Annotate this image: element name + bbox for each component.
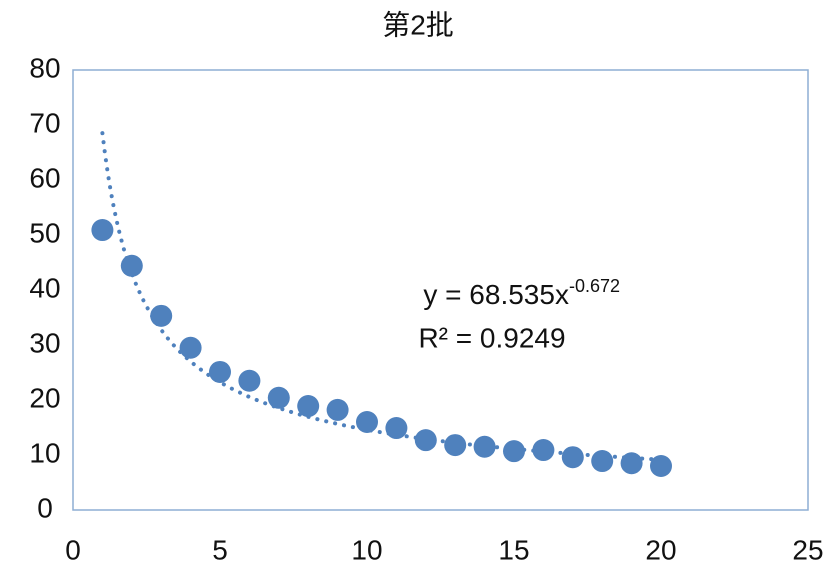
y-tick-label: 20: [29, 382, 60, 413]
point: [532, 439, 555, 462]
y-tick-label: 30: [29, 327, 60, 358]
point: [297, 395, 320, 418]
point: [561, 446, 584, 469]
point: [150, 304, 173, 327]
trendline: [100, 131, 663, 462]
trendline-equation: y = 68.535x-0.672: [423, 276, 620, 311]
point: [267, 386, 290, 409]
y-tick-label: 0: [37, 492, 53, 523]
point: [650, 455, 672, 477]
point: [120, 254, 143, 277]
point: [356, 411, 378, 433]
x-tick-label: 25: [792, 534, 823, 565]
point: [414, 429, 437, 452]
point: [385, 417, 408, 440]
point: [209, 360, 231, 383]
point: [473, 435, 496, 458]
x-tick-label: 20: [645, 534, 676, 565]
x-tick-label: 0: [65, 534, 81, 565]
point: [238, 369, 261, 392]
point: [620, 452, 643, 475]
point: [591, 450, 614, 473]
y-tick-label: 10: [29, 437, 60, 468]
x-tick-label: 5: [212, 534, 228, 565]
plot-area: [72, 69, 809, 511]
point: [444, 434, 467, 457]
point: [503, 440, 525, 463]
r-squared: R² = 0.9249: [418, 322, 565, 353]
y-tick-label: 70: [29, 107, 60, 138]
y-tick-label: 60: [29, 162, 60, 193]
point: [91, 219, 114, 242]
y-tick-label: 80: [29, 52, 60, 83]
point: [326, 398, 349, 421]
equation-exponent: -0.672: [569, 276, 620, 296]
x-tick-label: 10: [351, 534, 382, 565]
y-tick-label: 40: [29, 272, 60, 303]
chart-title: 第2批: [382, 9, 454, 40]
point: [179, 336, 202, 359]
equation-text: y = 68.535x: [423, 279, 569, 310]
x-tick-label: 15: [498, 534, 529, 565]
y-tick-label: 50: [29, 217, 60, 248]
